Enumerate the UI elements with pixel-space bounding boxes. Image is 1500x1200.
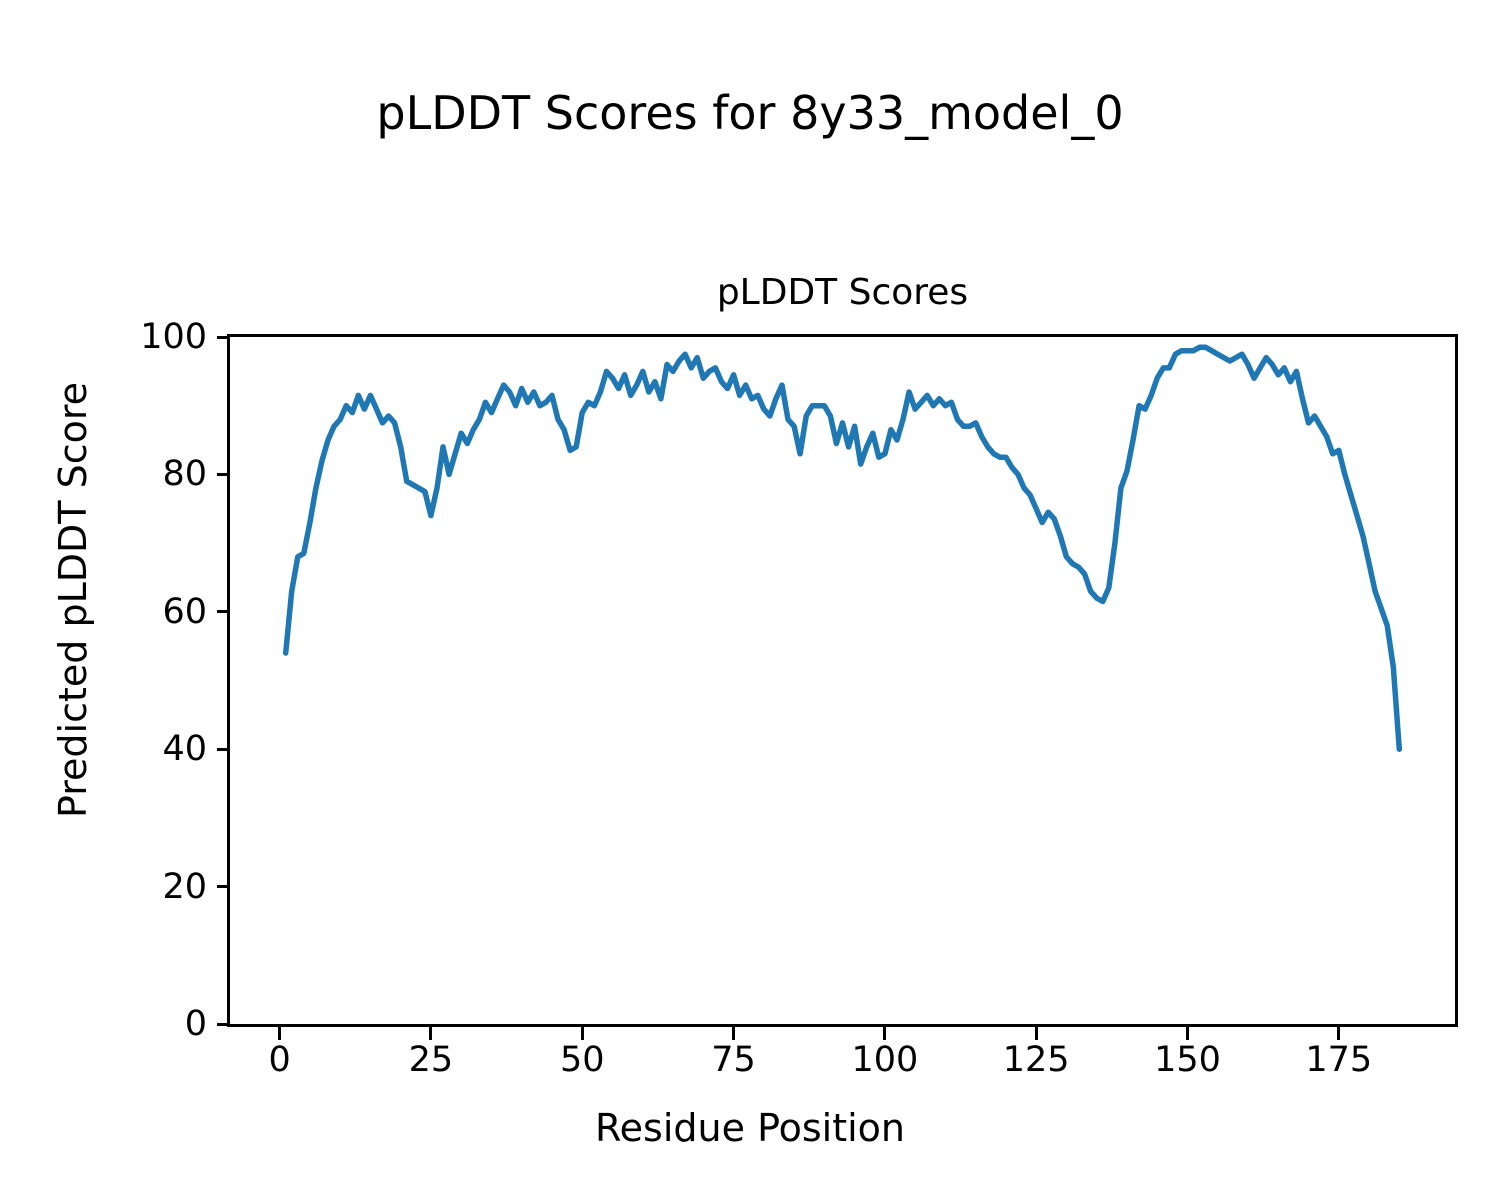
- y-tick-mark: [217, 610, 230, 614]
- x-tick-mark: [1337, 1027, 1341, 1040]
- x-tick-label: 175: [1305, 1040, 1373, 1080]
- x-tick-label: 100: [851, 1040, 919, 1080]
- x-axis-label: Residue Position: [594, 1106, 906, 1150]
- x-tick-label: 125: [1002, 1040, 1070, 1080]
- plot-area: [227, 334, 1458, 1027]
- y-tick-mark: [217, 1022, 230, 1026]
- y-tick-label: 80: [162, 454, 207, 495]
- x-tick-mark: [278, 1027, 282, 1040]
- y-tick-label: 60: [162, 591, 207, 632]
- y-tick-label: 100: [140, 317, 207, 357]
- x-tick-label: 50: [559, 1040, 605, 1080]
- x-tick-mark: [732, 1027, 736, 1040]
- x-tick-label: 25: [408, 1040, 454, 1080]
- plddt-line-chart: [282, 344, 1403, 752]
- x-tick-label: 150: [1154, 1040, 1221, 1080]
- axes-title: pLDDT Scores: [716, 272, 969, 313]
- x-tick-mark: [580, 1027, 584, 1040]
- plddt-line: [282, 344, 1403, 752]
- x-tick-mark: [1185, 1027, 1189, 1040]
- y-axis-label: Predicted pLDDT Score: [51, 382, 95, 818]
- y-tick-mark: [217, 472, 230, 476]
- y-tick-label: 0: [184, 1004, 207, 1044]
- y-tick-label: 40: [162, 729, 207, 770]
- figure-title: pLDDT Scores for 8y33_model_0: [376, 86, 1124, 140]
- y-tick-label: 20: [162, 866, 207, 907]
- y-tick-mark: [217, 335, 230, 339]
- y-tick-mark: [217, 885, 230, 889]
- x-tick-label: 75: [711, 1040, 756, 1080]
- y-tick-mark: [217, 747, 230, 751]
- x-tick-mark: [429, 1027, 433, 1040]
- x-tick-mark: [883, 1027, 887, 1040]
- x-tick-mark: [1034, 1027, 1038, 1040]
- x-tick-label: 0: [268, 1040, 291, 1080]
